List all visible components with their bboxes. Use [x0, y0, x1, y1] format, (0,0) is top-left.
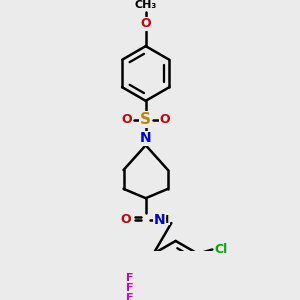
Text: CH₃: CH₃: [135, 0, 157, 10]
Text: S: S: [140, 112, 151, 127]
Text: O: O: [140, 17, 151, 30]
Text: O: O: [159, 113, 170, 126]
Text: Cl: Cl: [214, 243, 227, 256]
Text: F: F: [126, 283, 133, 293]
Text: O: O: [120, 213, 130, 226]
Text: F: F: [126, 273, 133, 283]
Text: O: O: [122, 113, 132, 126]
Text: F: F: [126, 293, 133, 300]
Text: H: H: [160, 214, 169, 225]
Text: N: N: [140, 131, 152, 146]
Text: N: N: [154, 213, 165, 226]
